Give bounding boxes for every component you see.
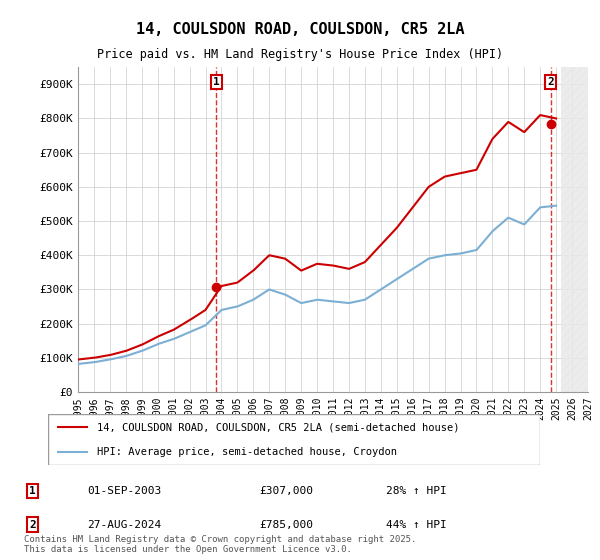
Text: 14, COULSDON ROAD, COULSDON, CR5 2LA: 14, COULSDON ROAD, COULSDON, CR5 2LA bbox=[136, 22, 464, 38]
Text: 44% ↑ HPI: 44% ↑ HPI bbox=[386, 520, 447, 530]
Text: 2: 2 bbox=[547, 77, 554, 87]
Text: 2: 2 bbox=[29, 520, 36, 530]
Text: 1: 1 bbox=[213, 77, 220, 87]
Text: Price paid vs. HM Land Registry's House Price Index (HPI): Price paid vs. HM Land Registry's House … bbox=[97, 48, 503, 60]
FancyBboxPatch shape bbox=[48, 414, 540, 465]
Text: 1: 1 bbox=[29, 486, 36, 496]
Text: £307,000: £307,000 bbox=[260, 486, 314, 496]
Text: Contains HM Land Registry data © Crown copyright and database right 2025.
This d: Contains HM Land Registry data © Crown c… bbox=[24, 535, 416, 554]
Text: 01-SEP-2003: 01-SEP-2003 bbox=[87, 486, 161, 496]
Text: £785,000: £785,000 bbox=[260, 520, 314, 530]
Text: HPI: Average price, semi-detached house, Croydon: HPI: Average price, semi-detached house,… bbox=[97, 447, 397, 457]
Bar bbox=[561, 67, 588, 392]
Text: 28% ↑ HPI: 28% ↑ HPI bbox=[386, 486, 447, 496]
Text: 27-AUG-2024: 27-AUG-2024 bbox=[87, 520, 161, 530]
Text: 14, COULSDON ROAD, COULSDON, CR5 2LA (semi-detached house): 14, COULSDON ROAD, COULSDON, CR5 2LA (se… bbox=[97, 422, 460, 432]
